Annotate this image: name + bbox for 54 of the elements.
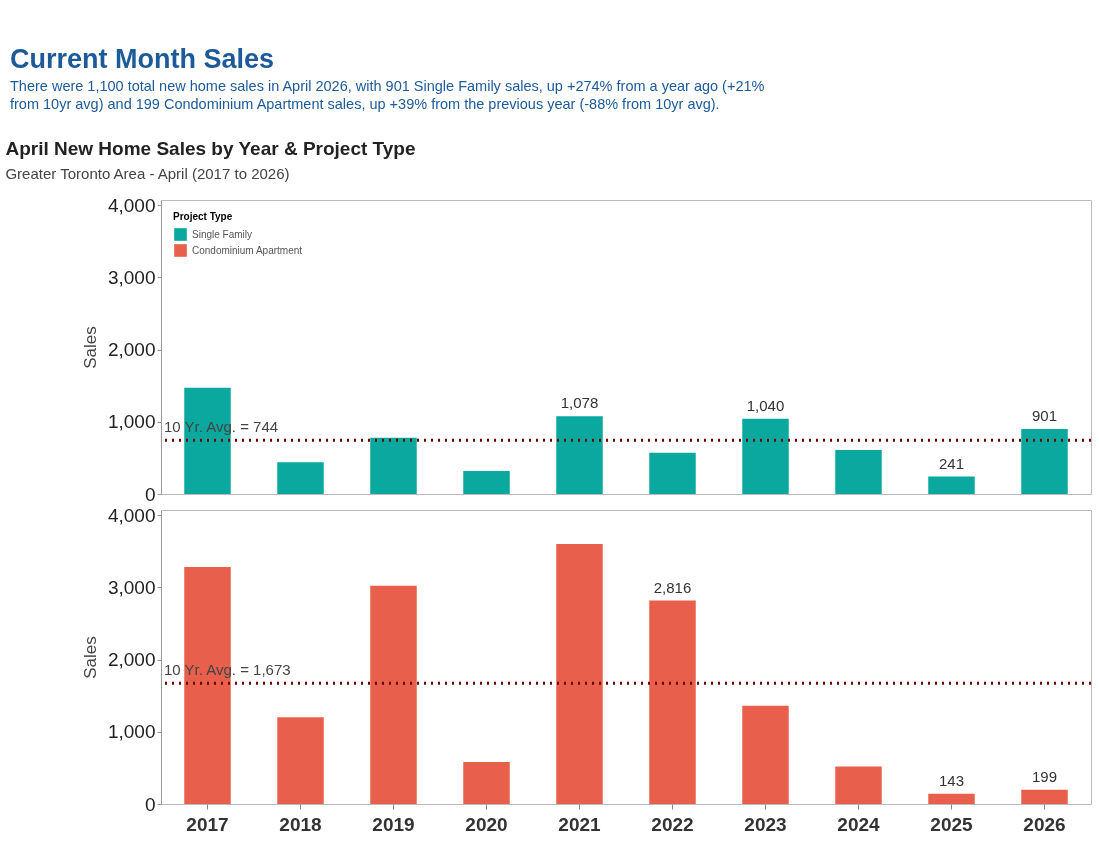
legend-label: Single Family: [192, 228, 253, 240]
data-label: 143: [938, 771, 965, 789]
data-label: 1,078: [560, 394, 599, 412]
text: There were 1,100 total new home sales in April 2026, with 901 Single Family sales, up +274% from a year ago (+21% from 10yr avg) and 199 Condominium Apartment sales, up +39% from the previous year (-88% from 10yr avg).: [10, 77, 766, 113]
x-tick-label: 2024: [837, 813, 881, 835]
x-tick-label: 2020: [465, 813, 508, 835]
x-tick-label: 2022: [651, 813, 694, 835]
data-label: 1,040: [746, 396, 785, 414]
x-tick-label: 2023: [744, 813, 787, 835]
bar: [277, 462, 324, 494]
bar: [835, 766, 882, 804]
y-tick-label: 2,000: [107, 649, 156, 671]
x-tick-label: 2017: [186, 813, 229, 835]
legend-label: Condominium Apartment: [192, 244, 303, 256]
x-tick-label: 2018: [279, 813, 322, 835]
bar: [928, 476, 975, 494]
bar: [742, 418, 789, 494]
chart-subtitle: Greater Toronto Area - April (2017 to 2026): [5, 165, 290, 183]
bar: [277, 717, 324, 804]
y-tick-label: 1,000: [107, 411, 156, 433]
y-tick-label: 0: [144, 483, 156, 505]
x-tick-label: 2019: [372, 813, 415, 835]
data-label: 241: [938, 454, 965, 472]
text: Current Month Sales: [10, 44, 276, 75]
y-tick-label: 4,000: [107, 504, 156, 526]
y-tick-label: 3,000: [107, 576, 156, 598]
bar: [370, 585, 417, 804]
data-label: 2,816: [653, 578, 692, 596]
bar: [742, 705, 789, 804]
bar: [556, 543, 603, 804]
y-tick-label: 3,000: [107, 266, 156, 288]
bar: [1021, 789, 1068, 804]
x-tick-label: 2026: [1023, 813, 1066, 835]
bar: [463, 470, 510, 494]
bar: [835, 449, 882, 494]
bar: [649, 600, 696, 804]
data-label: 199: [1031, 767, 1058, 785]
y-tick-label: 4,000: [107, 194, 156, 216]
legend-title: Project Type: [173, 211, 233, 222]
y-axis-title: Sales: [80, 326, 100, 369]
bar: [1021, 428, 1068, 494]
bar: [463, 762, 510, 804]
y-tick-label: 1,000: [107, 721, 156, 743]
data-label: 901: [1031, 406, 1058, 424]
bar: [370, 437, 417, 494]
x-tick-label: 2025: [930, 813, 974, 835]
bar: [928, 793, 975, 804]
bar: [556, 416, 603, 494]
bar: [649, 452, 696, 494]
chart-title: April New Home Sales by Year & Project Type: [5, 138, 416, 160]
y-tick-label: 2,000: [107, 339, 156, 361]
x-tick-label: 2021: [558, 813, 602, 835]
y-tick-label: 0: [144, 793, 156, 815]
y-axis-title: Sales: [80, 636, 100, 679]
